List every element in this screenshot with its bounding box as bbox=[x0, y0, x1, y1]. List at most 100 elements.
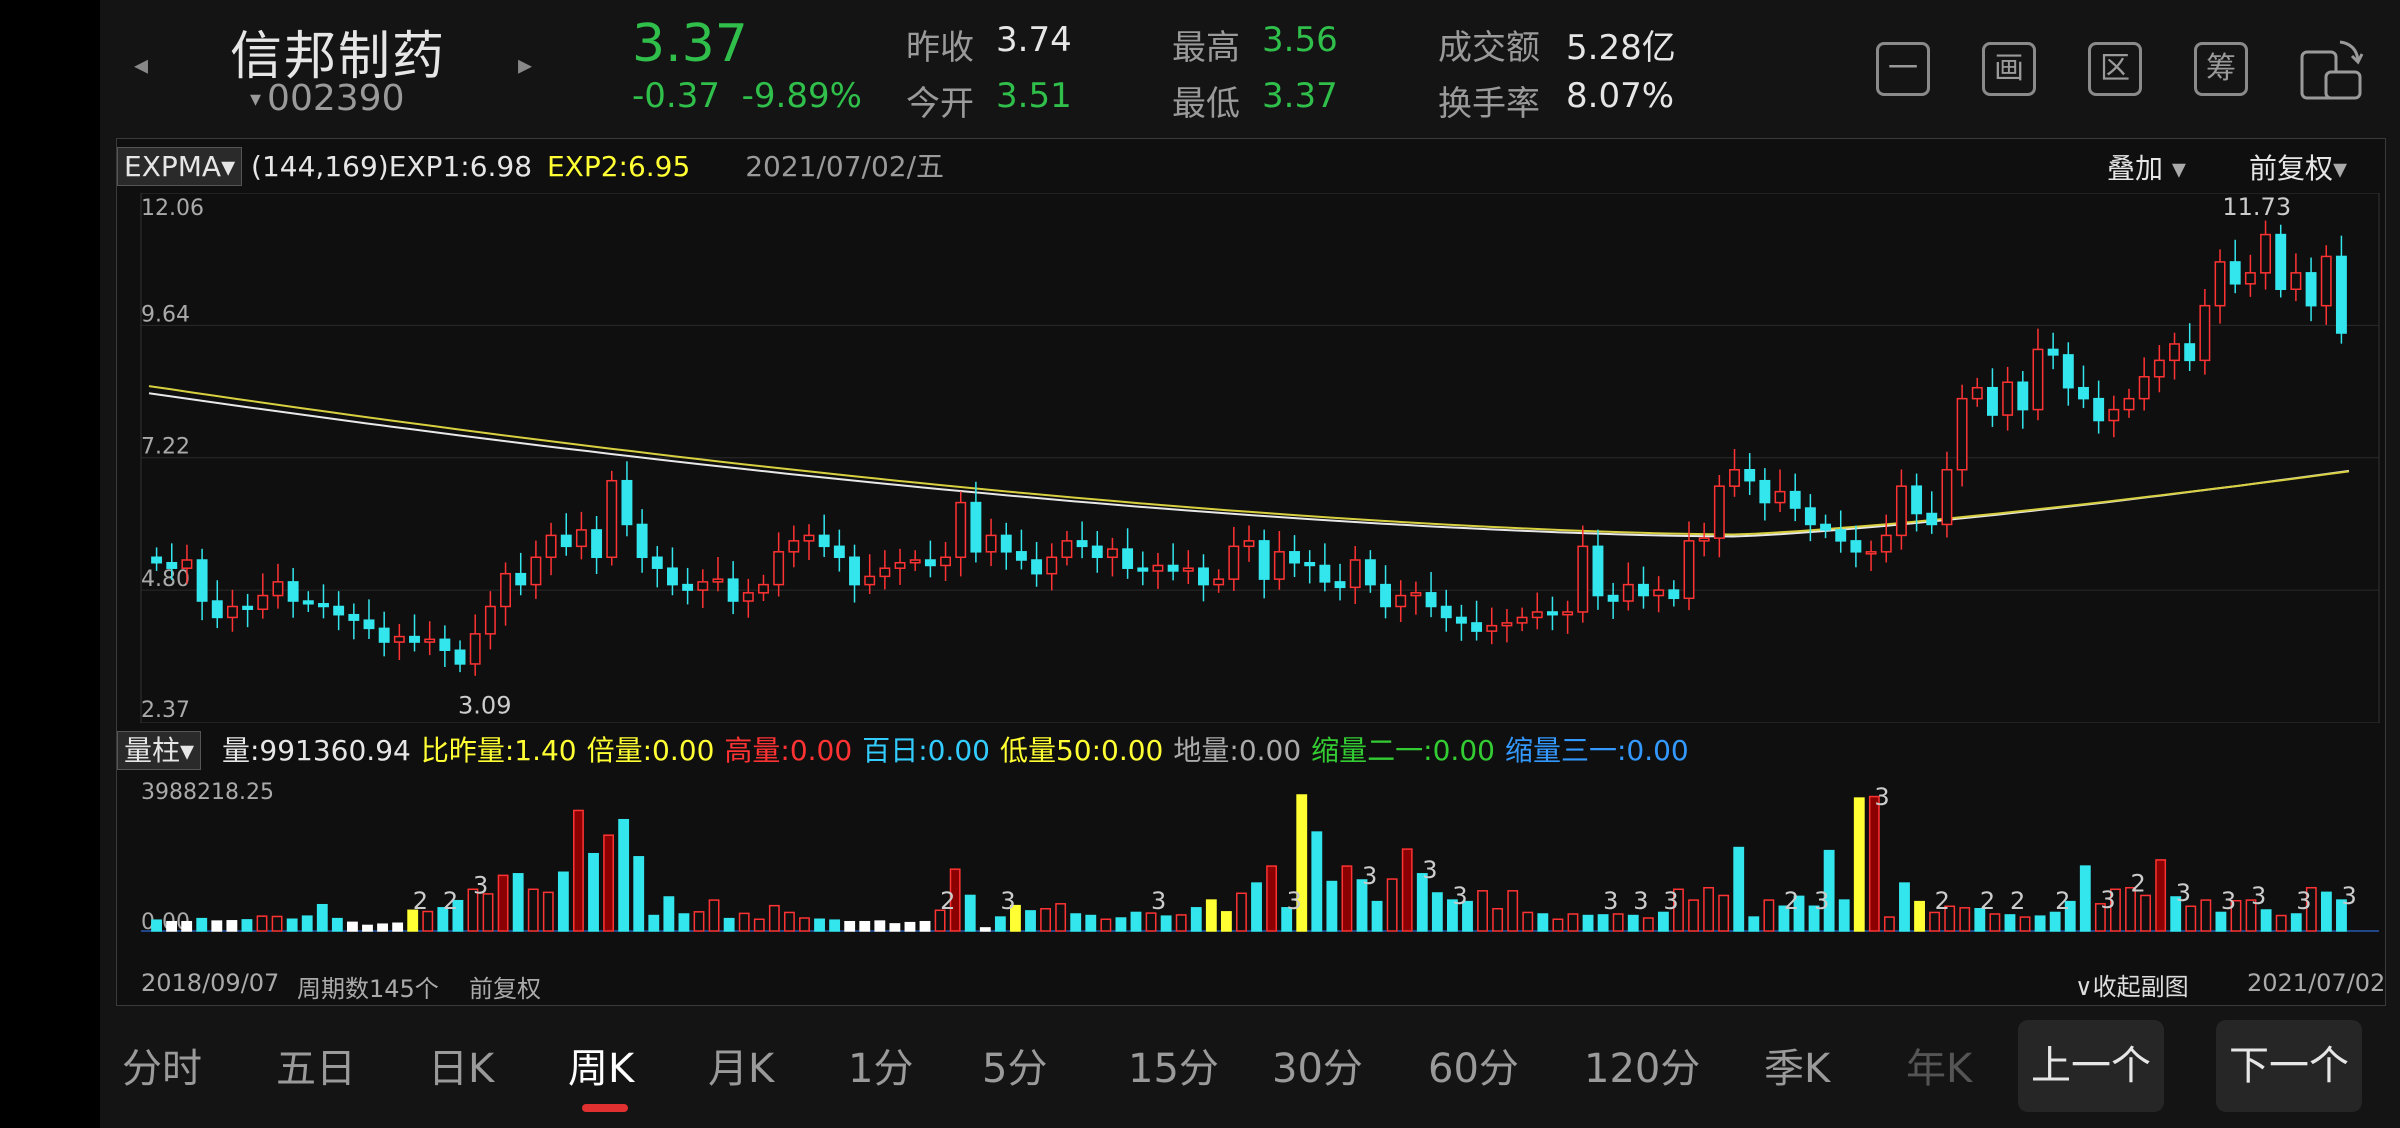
volume-bar bbox=[1100, 918, 1112, 932]
region-icon[interactable]: 区 bbox=[2088, 42, 2142, 96]
volume-label: 2 bbox=[1980, 887, 1995, 915]
volume-bar bbox=[2110, 888, 2121, 932]
volume-bar bbox=[527, 888, 539, 932]
tab-4[interactable]: 月K bbox=[708, 1046, 775, 1092]
tab-1[interactable]: 五日 bbox=[276, 1046, 356, 1092]
candle bbox=[1486, 624, 1498, 632]
candle bbox=[1395, 594, 1407, 608]
volume-bar bbox=[1642, 917, 1654, 932]
candle bbox=[2290, 272, 2302, 291]
tab-3[interactable]: 周K bbox=[568, 1046, 635, 1092]
volume-bar bbox=[768, 904, 780, 932]
volume-bar bbox=[1115, 917, 1127, 932]
stock-code[interactable]: ▾ 002390 bbox=[250, 78, 404, 119]
candle bbox=[1425, 592, 1437, 608]
candle bbox=[2244, 272, 2256, 285]
volume-bar bbox=[949, 868, 961, 932]
candle bbox=[1774, 490, 1786, 504]
y-tick-label: 2.37 bbox=[141, 698, 190, 723]
code-dropdown-caret-icon[interactable]: ▾ bbox=[250, 87, 262, 112]
chart-panel[interactable]: EXPMA▾ (144,169)EXP1:6.98 EXP2:6.95 2021… bbox=[116, 138, 2386, 1006]
candle bbox=[2017, 381, 2029, 411]
volume-indicator-row: 量柱▾ 量:991360.94 比昨量:1.40 倍量:0.00 高量:0.00 百日:… bbox=[117, 729, 1689, 770]
prev-stock-arrow-icon[interactable]: ◂ bbox=[134, 48, 149, 81]
indicator-selector[interactable]: EXPMA▾ bbox=[117, 147, 243, 186]
draw-icon[interactable]: 画 bbox=[1982, 42, 2036, 96]
volume-indicator-selector[interactable]: 量柱▾ bbox=[117, 731, 202, 770]
rotate-screen-icon[interactable] bbox=[2296, 36, 2366, 102]
tab-12[interactable]: 年K bbox=[1906, 1046, 1973, 1092]
tab-5[interactable]: 1分 bbox=[848, 1046, 914, 1092]
volume-label: 3 bbox=[1362, 862, 1377, 890]
candle bbox=[1273, 551, 1285, 580]
stat-value-open: 3.51 bbox=[996, 76, 1072, 116]
volume-bar bbox=[753, 918, 765, 932]
volume-bar bbox=[241, 919, 253, 932]
volume-bar bbox=[1582, 914, 1594, 932]
volume-bar bbox=[708, 899, 720, 932]
collapse-subchart-button[interactable]: ∨收起副图 bbox=[2075, 973, 2189, 1001]
candle bbox=[166, 561, 178, 569]
volume-bar bbox=[1462, 900, 1473, 932]
volume-label: 3 bbox=[473, 871, 488, 899]
tab-6[interactable]: 5分 bbox=[982, 1046, 1048, 1092]
candle bbox=[924, 559, 936, 567]
candle bbox=[1167, 564, 1179, 572]
volume-label: 3 bbox=[1287, 887, 1302, 915]
volume-bar bbox=[1688, 899, 1699, 932]
tab-0[interactable]: 分时 bbox=[122, 1046, 202, 1092]
tab-9[interactable]: 60分 bbox=[1428, 1046, 1519, 1092]
volume-stat-3: 高量:0.00 bbox=[724, 734, 853, 767]
candle bbox=[1455, 616, 1467, 624]
minus-icon[interactable]: 一 bbox=[1876, 42, 1930, 96]
candle bbox=[788, 540, 800, 553]
volume-label: 3 bbox=[1603, 887, 1618, 915]
next-stock-arrow-icon[interactable]: ▸ bbox=[518, 48, 533, 81]
tab-8[interactable]: 30分 bbox=[1272, 1046, 1363, 1092]
next-stock-button[interactable]: 下一个 bbox=[2216, 1020, 2362, 1112]
overlay-dropdown[interactable]: 叠加 ▾ bbox=[2107, 147, 2186, 187]
candle bbox=[1986, 386, 1998, 416]
candle bbox=[803, 534, 815, 542]
volume-bar bbox=[151, 919, 162, 932]
candle bbox=[424, 638, 436, 643]
adjust-label: 前复权 bbox=[2249, 152, 2334, 185]
stat-value-low: 3.37 bbox=[1262, 76, 1338, 116]
candle bbox=[484, 605, 496, 635]
tab-10[interactable]: 120分 bbox=[1584, 1046, 1701, 1092]
start-date: 2018/09/07 bbox=[141, 969, 280, 997]
volume-bar bbox=[829, 919, 841, 932]
stat-label-prev-close: 昨收 bbox=[906, 28, 974, 68]
volume-bar bbox=[844, 920, 856, 932]
volume-stat-8: 缩量三一:0.00 bbox=[1504, 734, 1689, 767]
chips-icon[interactable]: 筹 bbox=[2194, 42, 2248, 96]
candle bbox=[393, 635, 405, 643]
candle bbox=[727, 578, 739, 602]
candle bbox=[211, 600, 223, 619]
candle bbox=[1683, 540, 1695, 600]
volume-chart[interactable]: 3988218.250.002 232 3 3 33 33 3 3 3 2 332 2 2 2 32 3 3 3 3… bbox=[117, 775, 2385, 965]
candle bbox=[742, 592, 754, 602]
volume-bar bbox=[437, 907, 449, 932]
volume-bar bbox=[196, 917, 208, 932]
volume-bar bbox=[2336, 899, 2347, 932]
candle bbox=[1729, 469, 1740, 487]
footer-adjust: 前复权 bbox=[469, 975, 541, 1003]
tab-11[interactable]: 季K bbox=[1764, 1046, 1831, 1092]
tab-2[interactable]: 日K bbox=[428, 1046, 495, 1092]
candle bbox=[1941, 469, 1953, 526]
candle bbox=[454, 649, 466, 665]
kline-chart[interactable]: 12.06 9.64 7.22 4.80 2.37 3.09 11.73 bbox=[117, 193, 2385, 723]
volume-bar bbox=[2275, 914, 2287, 932]
volume-label: 3 bbox=[2341, 882, 2356, 910]
candle bbox=[2153, 359, 2165, 378]
volume-bar bbox=[1492, 907, 1504, 932]
volume-bar bbox=[1266, 865, 1278, 932]
candle bbox=[2335, 255, 2347, 334]
prev-stock-button[interactable]: 上一个 bbox=[2018, 1020, 2164, 1112]
tab-7[interactable]: 15分 bbox=[1128, 1046, 1219, 1092]
candle bbox=[636, 523, 648, 559]
ema-line-exp1 bbox=[148, 392, 2350, 538]
adjust-dropdown[interactable]: 前复权▾ bbox=[2249, 147, 2347, 187]
volume-bar bbox=[2079, 865, 2091, 932]
